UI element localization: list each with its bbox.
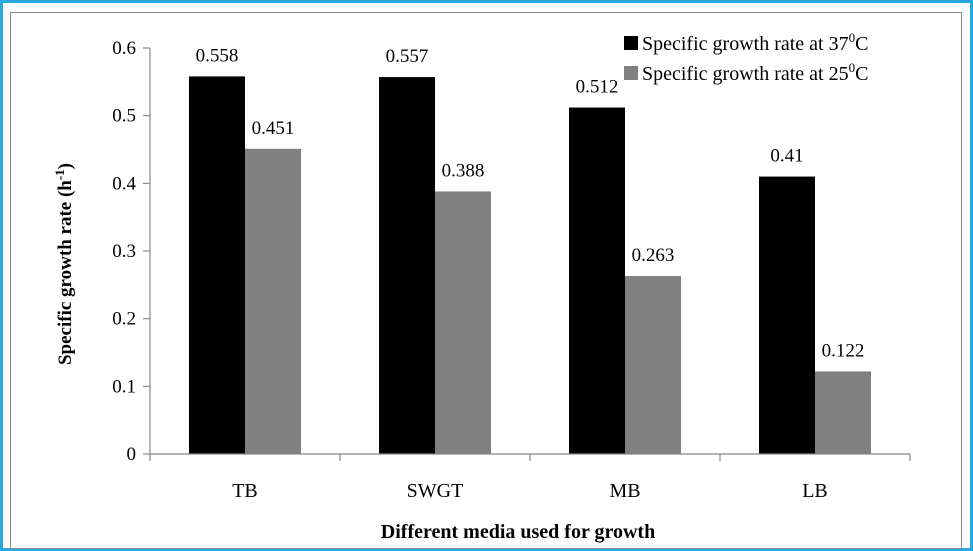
y-tick-label: 0.4 bbox=[112, 173, 136, 194]
bar-series-2 bbox=[435, 191, 491, 454]
data-label-series-1: 0.41 bbox=[770, 146, 803, 167]
data-label-series-2: 0.388 bbox=[442, 160, 485, 181]
x-axis-title: Different media used for growth bbox=[381, 521, 655, 543]
legend-label-series-2: Specific growth rate at 250C bbox=[642, 60, 868, 85]
y-tick-label: 0.6 bbox=[112, 38, 136, 59]
bar-series-1 bbox=[189, 76, 245, 455]
x-category-label: SWGT bbox=[407, 480, 464, 502]
legend-label-series-1: Specific growth rate at 370C bbox=[642, 30, 868, 55]
legend-label-series-1-sup: 0 bbox=[849, 30, 856, 45]
bar-series-2 bbox=[245, 148, 301, 454]
data-label-series-1: 0.512 bbox=[576, 77, 619, 98]
legend-label-series-2-sup: 0 bbox=[849, 60, 856, 75]
x-category-label: TB bbox=[232, 480, 258, 502]
legend-label-series-2-text: Specific growth rate at 25 bbox=[642, 63, 849, 85]
x-category-label: LB bbox=[802, 480, 828, 502]
bars bbox=[189, 76, 871, 455]
x-axis-categories: TB SWGT MB LB bbox=[149, 454, 911, 502]
data-label-series-2: 0.451 bbox=[252, 118, 295, 139]
legend-swatch-series-2 bbox=[624, 66, 638, 80]
y-tick-label: 0.2 bbox=[112, 309, 136, 330]
y-axis-title-sup: -1 bbox=[52, 169, 67, 180]
y-tick-label: 0.1 bbox=[112, 376, 136, 397]
legend-label-series-2-unit: C bbox=[855, 63, 868, 85]
data-labels: 0.558 0.451 0.557 0.388 0.512 0.263 0.41 0.122 bbox=[196, 45, 865, 361]
data-label-series-2: 0.263 bbox=[632, 245, 675, 266]
data-label-series-1: 0.557 bbox=[386, 46, 429, 67]
bar-series-1 bbox=[759, 176, 815, 455]
x-category-label: MB bbox=[609, 480, 640, 502]
bar-series-1 bbox=[379, 77, 435, 454]
y-axis-title: Specific growth rate (h-1) bbox=[52, 163, 76, 365]
y-tick-label: 0.5 bbox=[112, 106, 136, 127]
y-axis-title-end: ) bbox=[55, 163, 76, 169]
bar-series-2 bbox=[815, 371, 871, 454]
legend-label-series-1-text: Specific growth rate at 37 bbox=[642, 33, 849, 55]
bar-series-1 bbox=[569, 107, 625, 455]
legend-label-series-1-unit: C bbox=[855, 33, 868, 55]
bar-series-2 bbox=[625, 276, 681, 454]
y-tick-label: 0 bbox=[127, 444, 137, 465]
legend: Specific growth rate at 370C Specific gr… bbox=[624, 30, 868, 85]
data-label-series-1: 0.558 bbox=[196, 45, 239, 66]
data-label-series-2: 0.122 bbox=[822, 340, 865, 361]
y-tick-label: 0.3 bbox=[112, 241, 136, 262]
legend-swatch-series-1 bbox=[624, 36, 638, 50]
y-axis-title-text: Specific growth rate (h bbox=[55, 180, 76, 365]
y-axis-ticks: 0 0.1 0.2 0.3 0.4 0.5 0.6 bbox=[112, 38, 150, 465]
